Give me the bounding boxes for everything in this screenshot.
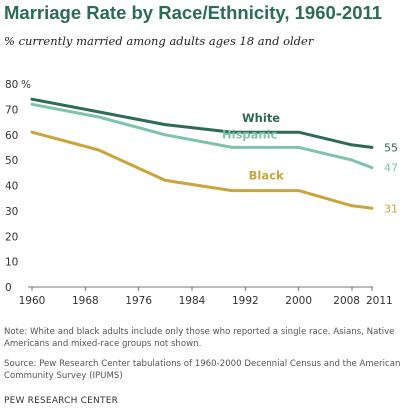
y-tick-label: 50 [5,155,18,167]
pew-credit: PEW RESEARCH CENTER [4,396,119,406]
line-chart: 0 10 20 30 40 50 60 70 80% 1960 1968 1976 1984 1992 2… [5,79,398,307]
series-name-white: White [242,111,280,125]
end-value-hispanic: 47 [384,162,398,175]
x-tick-label: 2000 [285,295,312,307]
end-value-white: 55 [384,141,398,154]
x-tick-label: 2008 [333,295,360,307]
x-tick-label: 1984 [179,295,206,307]
series-name-black: Black [249,169,284,183]
x-tick-label: 1960 [19,295,46,307]
chart-title: Marriage Rate by Race/Ethnicity, 1960-20… [4,2,383,23]
x-tick-label: 1992 [232,295,259,307]
series-lines [30,97,374,210]
chart-note: Note: White and black adults include onl… [4,327,395,349]
series-line-hispanic [30,102,374,170]
y-tick-label: 30 [5,206,18,218]
series-line-black [30,130,374,210]
series-line-white [30,97,374,149]
y-axis: 0 10 20 30 40 50 60 70 80% [5,79,31,294]
x-tick-label: 2011 [366,295,393,307]
y-tick-label: 0 [5,282,12,294]
chart-source: Source: Pew Research Center tabulations … [4,359,401,381]
x-tick-label: 1968 [72,295,99,307]
series-labels: White 55 Hispanic 47 Black 31 [222,111,398,215]
y-tick-label: 70 [5,104,18,116]
chart-subtitle: % currently married among adults ages 18… [4,34,314,48]
y-tick-label: 40 [5,181,18,193]
y-tick-label: 60 [5,130,18,142]
y-tick-label: 80 [5,79,18,91]
x-axis: 1960 1968 1976 1984 1992 2000 2008 2011 [19,287,393,307]
end-value-black: 31 [384,202,398,215]
y-tick-label: 10 [5,257,18,269]
series-name-hispanic: Hispanic [222,127,278,141]
x-tick-label: 1976 [125,295,152,307]
y-tick-label: 20 [5,231,18,243]
y-unit-label: % [21,79,31,91]
